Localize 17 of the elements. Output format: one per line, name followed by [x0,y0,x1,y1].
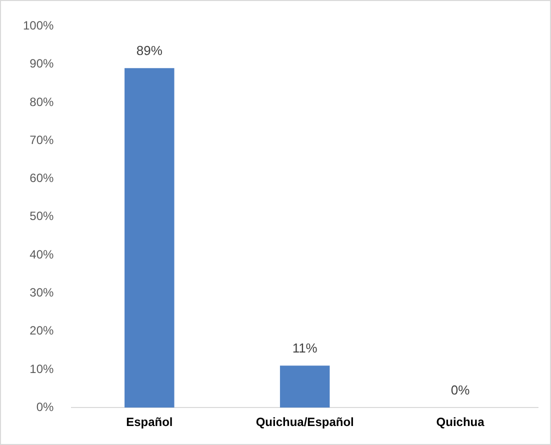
x-tick-label: Quichua [436,415,485,430]
x-tick-label: Quichua/Español [256,415,354,430]
y-tick-label: 20% [30,324,54,338]
y-tick-label: 30% [30,285,54,300]
x-tick-label: Español [126,415,173,430]
y-tick-label: 50% [30,209,54,224]
data-label: 0% [450,382,470,398]
y-tick-label: 0% [36,400,54,414]
data-label: 11% [292,340,318,356]
data-label: 89% [136,43,163,58]
y-tick-label: 70% [30,132,54,147]
y-tick-label: 90% [30,56,54,71]
y-tick-label: 40% [30,247,54,262]
y-tick-label: 100% [22,18,54,33]
y-tick-label: 10% [30,362,54,376]
y-tick-label: 80% [30,94,54,109]
y-tick-label: 60% [30,171,54,186]
